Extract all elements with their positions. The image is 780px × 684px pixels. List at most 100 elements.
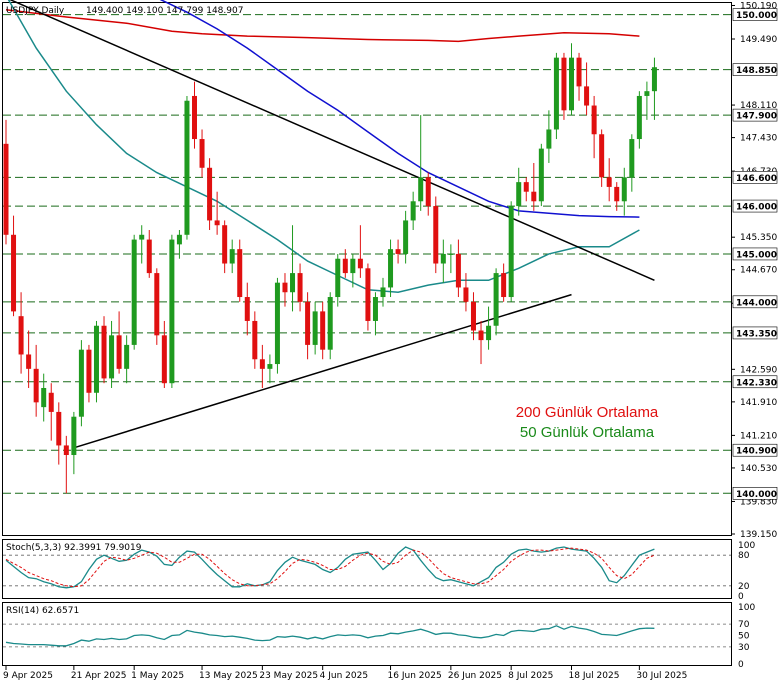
candle-body-82 bbox=[621, 177, 627, 202]
candle-68 bbox=[516, 167, 522, 216]
candle-body-35 bbox=[267, 364, 273, 369]
candle-73 bbox=[553, 52, 559, 140]
candle-body-81 bbox=[614, 186, 620, 202]
candle-body-41 bbox=[312, 311, 318, 345]
candle-69 bbox=[523, 177, 529, 202]
level-label-box-10 bbox=[732, 487, 778, 500]
candle-2 bbox=[18, 292, 24, 374]
candle-72 bbox=[546, 110, 552, 163]
candle-body-25 bbox=[192, 95, 197, 140]
candle-body-39 bbox=[297, 273, 303, 302]
candle-body-52 bbox=[395, 249, 401, 254]
candle-22 bbox=[169, 234, 175, 388]
candle-24 bbox=[184, 95, 190, 240]
candle-62 bbox=[470, 292, 476, 341]
candle-56 bbox=[425, 172, 431, 216]
candle-body-42 bbox=[320, 311, 326, 350]
candle-21 bbox=[161, 320, 167, 388]
candle-body-28 bbox=[214, 220, 220, 226]
level-labels: 150.000 148.850 147.900 146.600 146.000 145.0… bbox=[732, 8, 778, 500]
candle-body-33 bbox=[252, 320, 258, 360]
level-label-box-5 bbox=[732, 247, 778, 261]
candle-body-79 bbox=[599, 134, 605, 178]
rsi-title: RSI(14) 62.6571 bbox=[6, 606, 79, 616]
rsi-tick-4: 0 bbox=[738, 660, 744, 670]
candle-7 bbox=[56, 402, 62, 465]
candle-19 bbox=[146, 230, 152, 278]
candle-body-32 bbox=[244, 297, 250, 321]
candle-25 bbox=[192, 81, 197, 149]
x-tick-label-2: 1 May 2025 bbox=[131, 671, 184, 681]
candle-body-19 bbox=[146, 239, 152, 274]
candle-body-62 bbox=[470, 301, 476, 331]
stoch-tick-2: 20 bbox=[738, 582, 750, 592]
candle-body-64 bbox=[486, 325, 492, 341]
candle-55 bbox=[418, 115, 424, 211]
candle-body-67 bbox=[508, 206, 514, 298]
y-tick-label-9: 141.910 bbox=[740, 398, 777, 408]
ohlc-readout: 149.400 149.100 147.799 148.907 bbox=[86, 6, 243, 16]
candle-body-61 bbox=[463, 287, 469, 302]
candle-body-48 bbox=[365, 268, 371, 321]
candle-body-11 bbox=[86, 349, 92, 393]
candle-18 bbox=[139, 225, 145, 264]
candle-23 bbox=[176, 230, 182, 259]
candle-43 bbox=[327, 292, 333, 360]
candle-body-71 bbox=[538, 148, 544, 202]
candle-body-56 bbox=[425, 177, 431, 207]
candle-12 bbox=[93, 320, 99, 403]
candle-body-74 bbox=[561, 57, 567, 111]
candle-body-72 bbox=[546, 129, 552, 149]
y-tick-label-11: 140.530 bbox=[740, 464, 777, 474]
x-tick-label-7: 26 Jun 2025 bbox=[448, 671, 502, 681]
candle-body-55 bbox=[418, 177, 424, 202]
candle-50 bbox=[380, 277, 386, 307]
x-tick-label-0: 9 Apr 2025 bbox=[3, 671, 53, 681]
candle-81 bbox=[614, 182, 620, 211]
candle-80 bbox=[606, 158, 612, 202]
candle-body-83 bbox=[629, 139, 635, 178]
y-tick-label-10: 141.210 bbox=[740, 431, 777, 441]
level-label-7: 143.350 bbox=[736, 329, 777, 339]
candle-11 bbox=[86, 344, 92, 403]
candle-body-38 bbox=[290, 273, 296, 293]
moving-averages bbox=[5, 0, 640, 293]
candle-body-22 bbox=[169, 239, 175, 384]
candle-body-86 bbox=[651, 67, 657, 92]
candle-47 bbox=[357, 225, 363, 278]
y-tick-label-5: 145.350 bbox=[740, 233, 777, 243]
candle-35 bbox=[267, 354, 273, 384]
candle-body-2 bbox=[18, 316, 24, 355]
x-tick-label-4: 23 May 2025 bbox=[259, 671, 318, 681]
x-tick-label-1: 21 Apr 2025 bbox=[71, 671, 127, 681]
candle-31 bbox=[237, 239, 243, 302]
candle-body-49 bbox=[372, 297, 378, 321]
candle-body-43 bbox=[327, 297, 333, 350]
candle-33 bbox=[252, 311, 258, 369]
candle-74 bbox=[561, 52, 567, 120]
candle-body-47 bbox=[357, 258, 363, 269]
candle-85 bbox=[644, 81, 650, 120]
candle-79 bbox=[599, 129, 605, 187]
y-tick-label-8: 142.590 bbox=[740, 365, 777, 375]
level-label-9: 140.900 bbox=[736, 447, 777, 457]
candle-77 bbox=[584, 62, 590, 116]
level-label-3: 146.600 bbox=[736, 174, 777, 184]
candle-5 bbox=[41, 373, 47, 422]
candle-body-60 bbox=[455, 253, 461, 288]
candle-28 bbox=[214, 191, 220, 235]
candle-57 bbox=[433, 196, 439, 274]
candle-17 bbox=[131, 234, 137, 350]
rsi-line bbox=[5, 625, 655, 647]
candle-body-6 bbox=[48, 392, 54, 412]
candle-body-36 bbox=[274, 282, 280, 365]
candle-53 bbox=[403, 210, 409, 264]
y-tick-label-0: 150.190 bbox=[740, 1, 777, 11]
candle-body-40 bbox=[305, 301, 311, 345]
level-label-box-1 bbox=[732, 63, 778, 76]
level-label-10: 140.000 bbox=[736, 490, 777, 500]
candle-84 bbox=[636, 91, 642, 149]
candle-body-73 bbox=[553, 57, 559, 130]
